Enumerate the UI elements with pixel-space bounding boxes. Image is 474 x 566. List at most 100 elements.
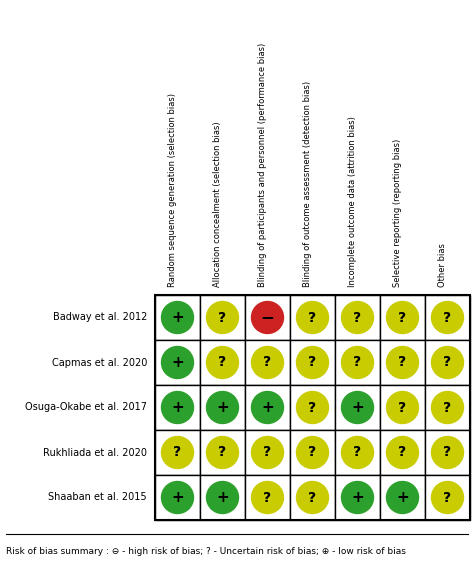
Bar [380, 475, 425, 520]
Circle shape [386, 482, 419, 513]
Text: +: + [171, 400, 184, 415]
Circle shape [386, 436, 419, 469]
Text: ?: ? [219, 311, 227, 324]
Circle shape [431, 482, 464, 513]
Text: Allocation concealment (selection bias): Allocation concealment (selection bias) [213, 121, 222, 287]
Text: ?: ? [444, 445, 452, 460]
Circle shape [297, 302, 328, 333]
Text: ?: ? [264, 445, 272, 460]
Text: ?: ? [354, 445, 362, 460]
Bar [335, 475, 380, 520]
Text: −: − [261, 308, 274, 327]
Bar [290, 475, 335, 520]
Text: Badway et al. 2012: Badway et al. 2012 [53, 312, 147, 323]
Bar [155, 475, 200, 520]
Circle shape [386, 392, 419, 423]
Text: +: + [171, 490, 184, 505]
Text: +: + [351, 490, 364, 505]
Text: ?: ? [309, 491, 317, 504]
Text: ?: ? [399, 355, 407, 370]
Bar [335, 340, 380, 385]
Circle shape [162, 436, 193, 469]
Bar [380, 295, 425, 340]
Bar [380, 385, 425, 430]
Circle shape [341, 346, 374, 379]
Circle shape [297, 482, 328, 513]
Bar [245, 385, 290, 430]
Text: Incomplete outcome data (attrition bias): Incomplete outcome data (attrition bias) [348, 116, 357, 287]
Circle shape [297, 392, 328, 423]
Circle shape [341, 302, 374, 333]
Text: +: + [396, 490, 409, 505]
Bar [155, 430, 200, 475]
Circle shape [386, 302, 419, 333]
Text: +: + [216, 400, 229, 415]
Text: Osuga-Okabe et al. 2017: Osuga-Okabe et al. 2017 [25, 402, 147, 413]
Text: ?: ? [219, 445, 227, 460]
Text: ?: ? [219, 355, 227, 370]
Text: Blinding of participants and personnel (performance bias): Blinding of participants and personnel (… [258, 43, 267, 287]
Text: Blinding of outcome assessment (detection bias): Blinding of outcome assessment (detectio… [303, 81, 312, 287]
Circle shape [431, 392, 464, 423]
Circle shape [297, 436, 328, 469]
Bar [200, 475, 245, 520]
Circle shape [341, 482, 374, 513]
Bar [290, 340, 335, 385]
Bar [245, 430, 290, 475]
Circle shape [162, 302, 193, 333]
Circle shape [386, 346, 419, 379]
Text: Selective reporting (reporting bias): Selective reporting (reporting bias) [393, 139, 402, 287]
Text: Random sequence generation (selection bias): Random sequence generation (selection bi… [168, 93, 177, 287]
Text: Risk of bias summary : ⊖ - high risk of bias; ? - Uncertain risk of bias; ⊕ - lo: Risk of bias summary : ⊖ - high risk of … [6, 547, 406, 556]
Bar [245, 295, 290, 340]
Text: ?: ? [444, 491, 452, 504]
Bar [245, 340, 290, 385]
Bar [335, 430, 380, 475]
Text: ?: ? [264, 491, 272, 504]
Circle shape [252, 482, 283, 513]
Bar [290, 430, 335, 475]
Circle shape [207, 482, 238, 513]
Text: +: + [171, 310, 184, 325]
Bar [380, 430, 425, 475]
Text: ?: ? [354, 355, 362, 370]
Text: +: + [171, 355, 184, 370]
Text: ?: ? [444, 355, 452, 370]
Text: +: + [351, 400, 364, 415]
Text: ?: ? [399, 401, 407, 414]
Text: ?: ? [444, 401, 452, 414]
Circle shape [341, 392, 374, 423]
Text: ?: ? [309, 311, 317, 324]
Text: Rukhliada et al. 2020: Rukhliada et al. 2020 [43, 448, 147, 457]
Circle shape [207, 392, 238, 423]
Bar [200, 340, 245, 385]
Circle shape [341, 436, 374, 469]
Text: Shaaban et al. 2015: Shaaban et al. 2015 [48, 492, 147, 503]
Bar [155, 340, 200, 385]
Bar [200, 430, 245, 475]
Bar [155, 295, 200, 340]
Bar [425, 295, 470, 340]
Text: ?: ? [399, 445, 407, 460]
Circle shape [252, 392, 283, 423]
Bar [155, 295, 470, 520]
Text: ?: ? [309, 401, 317, 414]
Bar [335, 295, 380, 340]
Text: ?: ? [309, 355, 317, 370]
Text: ?: ? [399, 311, 407, 324]
Bar [290, 385, 335, 430]
Circle shape [431, 302, 464, 333]
Text: ?: ? [309, 445, 317, 460]
Circle shape [252, 302, 283, 333]
Text: Other bias: Other bias [438, 243, 447, 287]
Bar [425, 430, 470, 475]
Text: +: + [216, 490, 229, 505]
Circle shape [162, 482, 193, 513]
Bar [380, 340, 425, 385]
Bar [425, 385, 470, 430]
Text: ?: ? [444, 311, 452, 324]
Bar [290, 295, 335, 340]
Circle shape [162, 392, 193, 423]
Bar [155, 385, 200, 430]
Bar [245, 475, 290, 520]
